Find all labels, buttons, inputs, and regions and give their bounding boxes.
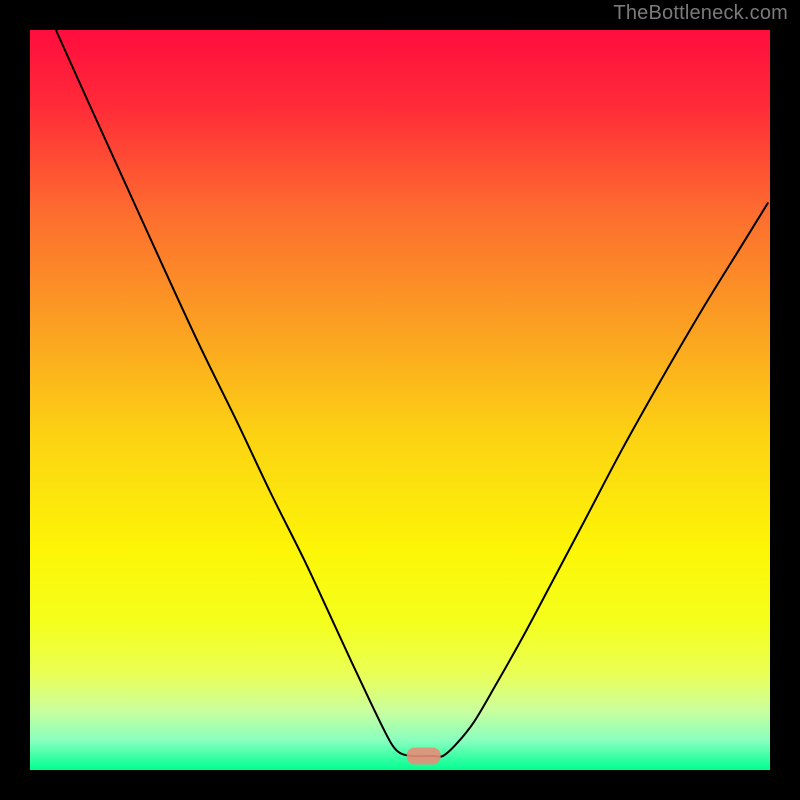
chart-plot-area (30, 30, 770, 770)
chart-svg (0, 0, 800, 800)
watermark: TheBottleneck.com (613, 2, 788, 25)
optimal-marker (407, 747, 441, 764)
bottleneck-chart: TheBottleneck.com (0, 0, 800, 800)
